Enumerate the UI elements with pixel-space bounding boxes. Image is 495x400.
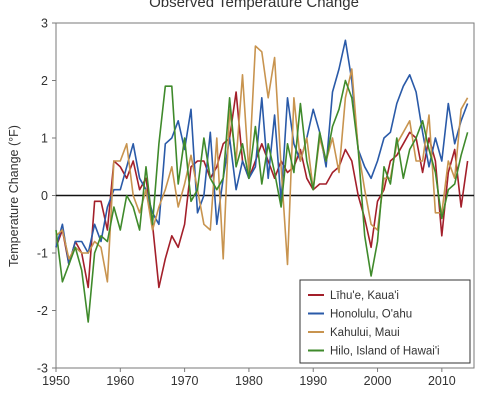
series-layer	[55, 39, 469, 323]
y-tick-label: 1	[41, 132, 48, 146]
y-tick-label: -1	[37, 247, 48, 261]
legend: Līhu'e, Kaua'i Honolulu, O'ahu Kahului, Ma…	[299, 279, 471, 364]
x-tick-label: 2010	[428, 374, 456, 388]
x-tick-label: 1990	[299, 374, 327, 388]
x-tick-label: 1980	[235, 374, 263, 388]
series-line-2	[55, 45, 469, 283]
x-tick-label: 1960	[106, 374, 134, 388]
legend-label-1: Honolulu, O'ahu	[330, 309, 412, 321]
series-line-3	[55, 79, 469, 323]
legend-label-2: Kahului, Maui	[330, 327, 400, 339]
y-tick-label: 2	[41, 74, 48, 88]
x-tick-label: 2000	[364, 374, 392, 388]
y-tick-label: -3	[37, 362, 48, 376]
series-line-1	[55, 39, 469, 266]
y-tick-label: 3	[41, 17, 48, 31]
axes: 1950 1960 1970 1980 1990 2000 2010 -3 -2 -1 0 1 2 3	[37, 17, 475, 388]
y-axis-label: Temperature Change (°F)	[7, 125, 21, 267]
legend-label-3: Hilo, Island of Hawai'i	[330, 346, 440, 358]
legend-box	[299, 279, 471, 364]
legend-label-0: Līhu'e, Kaua'i	[330, 290, 399, 302]
y-tick-label: -2	[37, 304, 48, 318]
x-tick-label: 1970	[171, 374, 199, 388]
y-tick-label: 0	[41, 189, 48, 203]
x-tick-label: 1950	[42, 374, 70, 388]
chart-title: Observed Temperature Change	[149, 0, 359, 11]
